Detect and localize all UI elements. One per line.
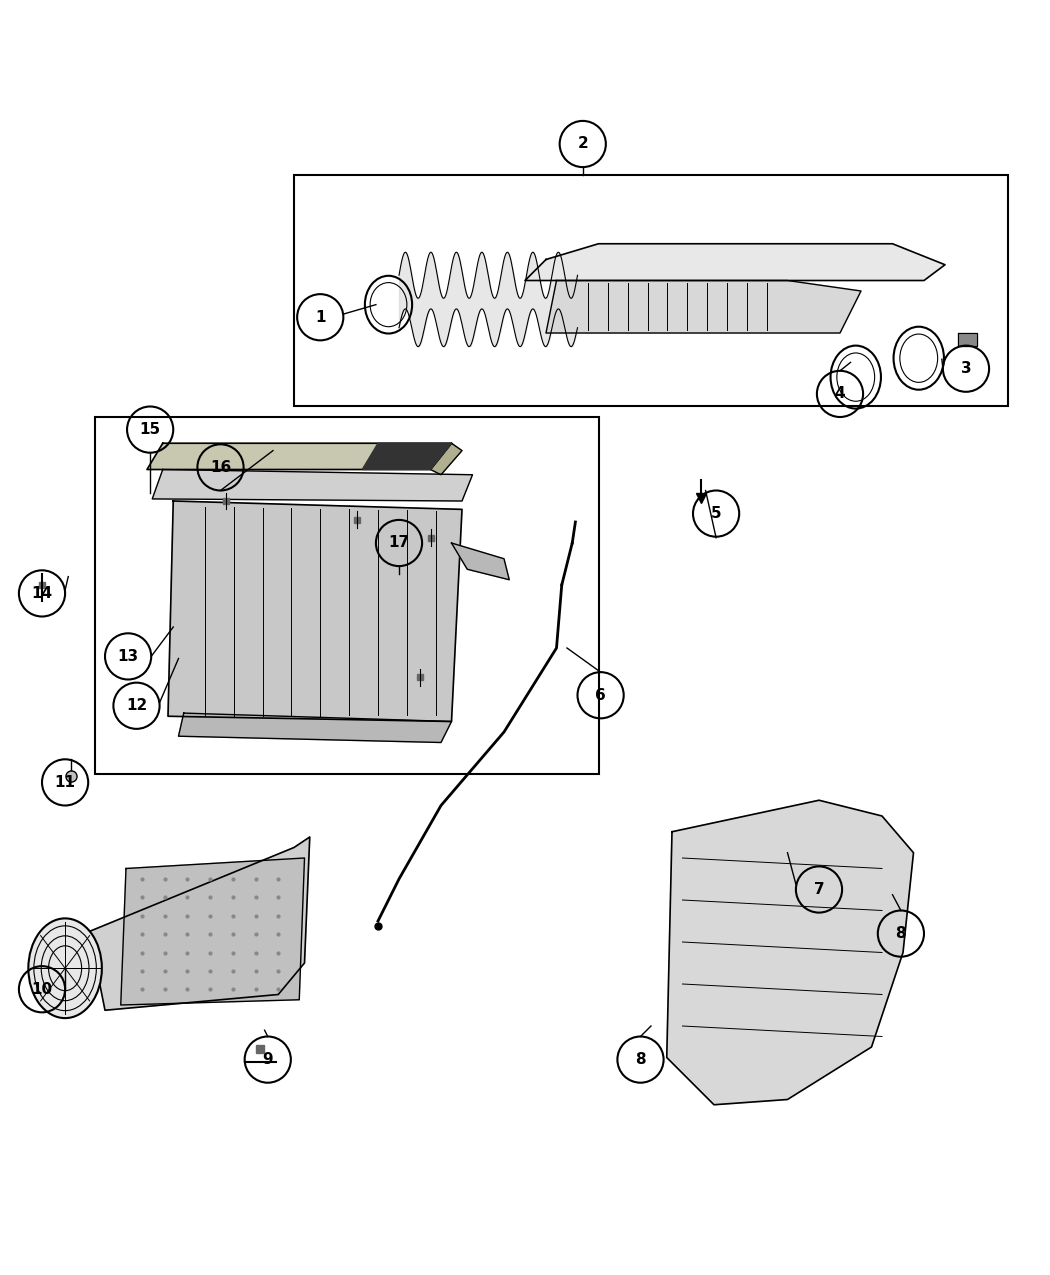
Polygon shape — [152, 469, 473, 501]
Polygon shape — [121, 858, 304, 1005]
Text: 3: 3 — [961, 361, 971, 376]
Text: 15: 15 — [140, 422, 161, 437]
Text: 14: 14 — [32, 586, 52, 601]
Text: 4: 4 — [835, 386, 845, 402]
Text: 6: 6 — [595, 687, 606, 703]
Polygon shape — [147, 444, 452, 469]
Polygon shape — [168, 501, 462, 722]
Text: 11: 11 — [55, 775, 76, 790]
Text: 12: 12 — [126, 699, 147, 713]
Text: 1: 1 — [315, 310, 326, 325]
Polygon shape — [178, 713, 452, 742]
Text: 16: 16 — [210, 460, 231, 474]
Polygon shape — [546, 280, 861, 333]
Bar — [94, 417, 598, 774]
Bar — [294, 176, 1008, 407]
Polygon shape — [452, 543, 509, 580]
Text: 2: 2 — [578, 136, 588, 152]
Text: 8: 8 — [635, 1052, 646, 1067]
Text: 10: 10 — [32, 982, 52, 997]
Polygon shape — [430, 444, 462, 474]
Text: 9: 9 — [262, 1052, 273, 1067]
Polygon shape — [362, 444, 452, 469]
Polygon shape — [525, 244, 945, 280]
Polygon shape — [89, 836, 310, 1010]
Ellipse shape — [28, 918, 102, 1019]
Polygon shape — [667, 801, 914, 1104]
Text: 5: 5 — [711, 506, 721, 521]
Text: 13: 13 — [118, 649, 139, 664]
Text: 8: 8 — [896, 926, 906, 941]
Polygon shape — [958, 333, 976, 346]
Text: 7: 7 — [814, 882, 824, 898]
Text: 17: 17 — [388, 536, 410, 551]
